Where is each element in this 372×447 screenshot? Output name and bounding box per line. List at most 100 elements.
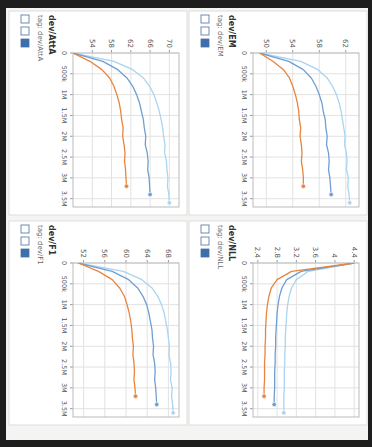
panel-bg xyxy=(9,221,187,425)
end-dot xyxy=(148,192,152,196)
toolbar-icon[interactable] xyxy=(201,225,209,233)
grid-line xyxy=(130,53,131,207)
grid-line xyxy=(73,283,179,284)
tick-label: 2.8 xyxy=(273,247,281,258)
tick-label: 50 xyxy=(262,39,270,48)
series-line xyxy=(260,53,332,195)
toolbar-icon[interactable] xyxy=(21,27,29,35)
tick-label: 52 xyxy=(79,249,87,258)
series-line xyxy=(284,263,354,413)
end-dot xyxy=(167,201,171,205)
tick-label: 3.5M xyxy=(240,191,248,207)
tick-label: 2M xyxy=(60,131,68,141)
chart-subtitle: tag: dev/AttA xyxy=(36,15,44,61)
grid-line xyxy=(253,73,359,74)
tick-label: 500k xyxy=(60,66,68,82)
tick-label: 56 xyxy=(100,249,108,258)
plot-frame xyxy=(253,263,359,417)
tick-label: 0 xyxy=(240,51,248,55)
end-dot xyxy=(133,394,137,398)
toolbar-icon[interactable] xyxy=(21,39,29,47)
series-line xyxy=(78,263,173,413)
tick-label: 3M xyxy=(60,173,68,183)
grid-line xyxy=(345,53,346,207)
tick-label: 68 xyxy=(164,249,172,258)
grid-line xyxy=(253,346,359,347)
series-line xyxy=(78,263,156,405)
grid-line xyxy=(315,263,316,417)
toolbar-icon[interactable] xyxy=(201,237,209,245)
tick-label: 3M xyxy=(240,173,248,183)
toolbar-icon[interactable] xyxy=(201,27,209,35)
tick-label: 3.5M xyxy=(60,191,68,207)
chart-subtitle: tag: dev/EM xyxy=(216,15,224,57)
grid-line xyxy=(147,263,148,417)
grid-line xyxy=(73,94,179,95)
tick-label: 2M xyxy=(240,131,248,141)
toolbar-icon[interactable] xyxy=(201,249,209,257)
chart-title: dev/AttA xyxy=(47,15,56,55)
grid-line xyxy=(253,115,359,116)
grid-line xyxy=(73,346,179,347)
grid-line xyxy=(292,53,293,207)
grid-line xyxy=(253,94,359,95)
panel-bg xyxy=(9,11,187,215)
series-line xyxy=(260,53,304,186)
grid-line xyxy=(253,177,359,178)
toolbar-icon[interactable] xyxy=(21,249,29,257)
tick-label: 3M xyxy=(240,383,248,393)
toolbar-icon[interactable] xyxy=(201,15,209,23)
tick-label: 1.5M xyxy=(60,317,68,333)
grid-line xyxy=(73,408,179,409)
grid-line xyxy=(92,53,93,207)
panel-bg xyxy=(189,221,367,425)
tick-label: 4 xyxy=(330,254,338,259)
tick-label: 1M xyxy=(240,90,248,100)
grid-line xyxy=(253,136,359,137)
chart-svg: 54586266700500k1M1.5M2M2.5M3M3.5Mdev/Att… xyxy=(0,0,372,447)
tick-label: 2.4 xyxy=(253,247,261,259)
tick-label: 62 xyxy=(341,39,349,48)
grid-line xyxy=(73,387,179,388)
chart-title: dev/NLL xyxy=(227,225,236,261)
series-line xyxy=(274,263,354,405)
tick-label: 54 xyxy=(88,39,96,48)
plot-frame xyxy=(73,263,179,417)
series-group xyxy=(78,263,175,415)
series-group xyxy=(73,53,172,205)
tick-label: 62 xyxy=(126,39,134,48)
chart-panel: 2.42.83.23.644.40500k1M1.5M2M2.5M3M3.5Md… xyxy=(189,221,367,425)
grid-line xyxy=(73,115,179,116)
end-dot xyxy=(124,184,128,188)
tick-label: 2M xyxy=(240,341,248,351)
grid-line xyxy=(253,283,359,284)
chart-title: dev/EM xyxy=(227,15,236,48)
tick-label: 58 xyxy=(107,39,115,48)
grid-line xyxy=(257,263,258,417)
series-group xyxy=(262,263,354,415)
tick-label: 0 xyxy=(60,51,68,55)
chart-panel: 505458620500k1M1.5M2M2.5M3M3.5Mdev/EMtag… xyxy=(189,11,367,215)
tick-label: 500k xyxy=(240,66,248,82)
tick-label: 500k xyxy=(60,276,68,292)
tick-label: 2M xyxy=(60,341,68,351)
tick-label: 66 xyxy=(146,39,154,48)
end-dot xyxy=(262,394,266,398)
grid-line xyxy=(111,53,112,207)
tick-label: 1.5M xyxy=(60,107,68,123)
toolbar-icon[interactable] xyxy=(201,39,209,47)
toolbar-icon[interactable] xyxy=(21,237,29,245)
tick-label: 0 xyxy=(60,261,68,265)
toolbar-icon[interactable] xyxy=(21,15,29,23)
panel-bg xyxy=(189,11,367,215)
chart-panel: 54586266700500k1M1.5M2M2.5M3M3.5Mdev/Att… xyxy=(9,11,187,215)
plot-frame xyxy=(73,53,179,207)
toolbar-icon[interactable] xyxy=(21,225,29,233)
tick-label: 4.4 xyxy=(350,247,358,259)
tick-label: 1M xyxy=(60,90,68,100)
tick-label: 3.2 xyxy=(292,247,300,258)
tick-label: 3M xyxy=(60,383,68,393)
end-dot xyxy=(301,184,305,188)
grid-line xyxy=(266,53,267,207)
tick-label: 3.6 xyxy=(311,247,319,259)
